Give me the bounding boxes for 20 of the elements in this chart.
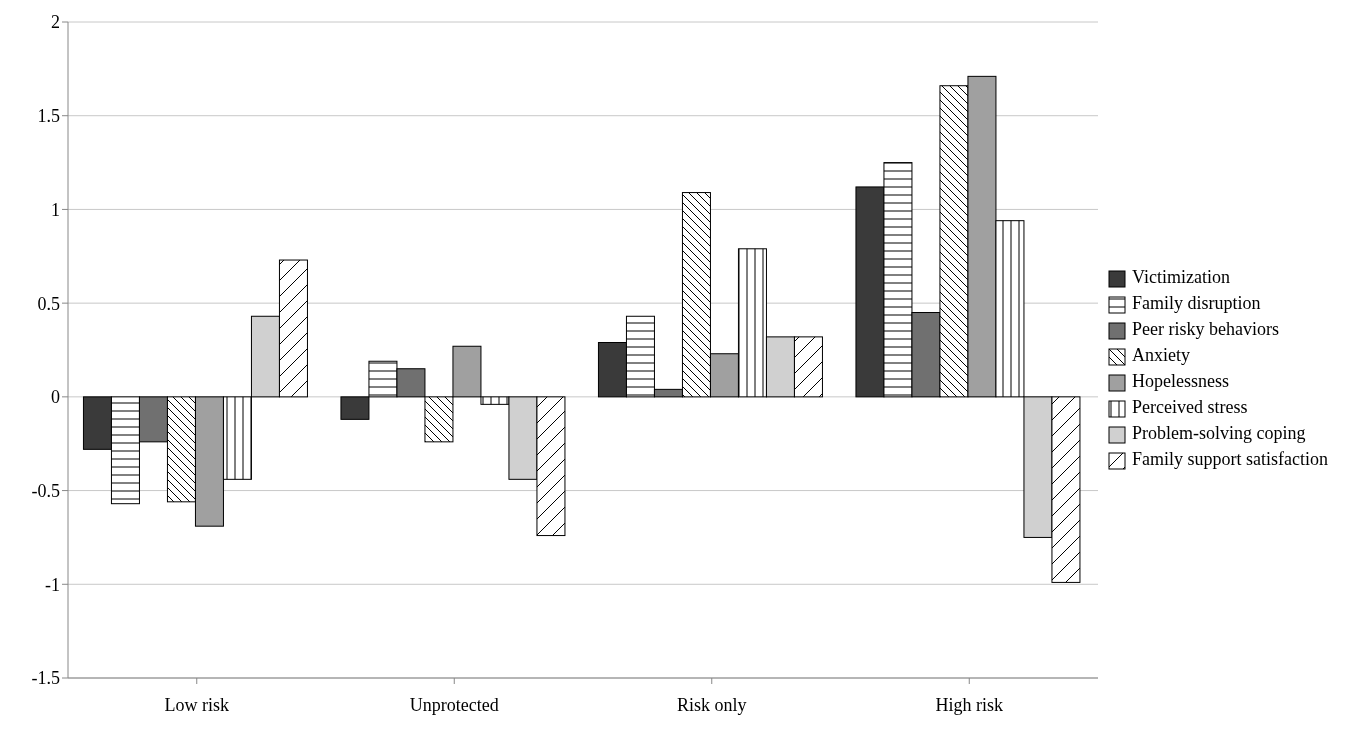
legend-label: Anxiety <box>1132 344 1190 367</box>
y-tick-label: -1 <box>45 574 60 595</box>
y-tick-label: 2 <box>51 12 60 33</box>
legend-label: Peer risky behaviors <box>1132 318 1279 341</box>
y-tick-label: 1 <box>51 199 60 220</box>
legend-label: Hopelessness <box>1132 370 1229 393</box>
legend-label: Perceived stress <box>1132 396 1248 419</box>
x-tick-label: Risk only <box>676 694 747 715</box>
y-tick-label: -1.5 <box>31 668 60 689</box>
legend-label: Family disruption <box>1132 292 1261 315</box>
legend-label: Victimization <box>1132 266 1230 289</box>
y-tick-label: 0.5 <box>37 293 60 314</box>
y-tick-label: -0.5 <box>31 480 60 501</box>
x-tick-label: High risk <box>935 694 1003 715</box>
y-tick-label: 1.5 <box>37 106 60 127</box>
x-tick-label: Unprotected <box>409 694 499 715</box>
legend-label: Family support satisfaction <box>1132 448 1328 471</box>
y-tick-label: 0 <box>51 387 60 408</box>
legend-label: Problem-solving coping <box>1132 422 1306 445</box>
x-tick-label: Low risk <box>164 694 229 715</box>
